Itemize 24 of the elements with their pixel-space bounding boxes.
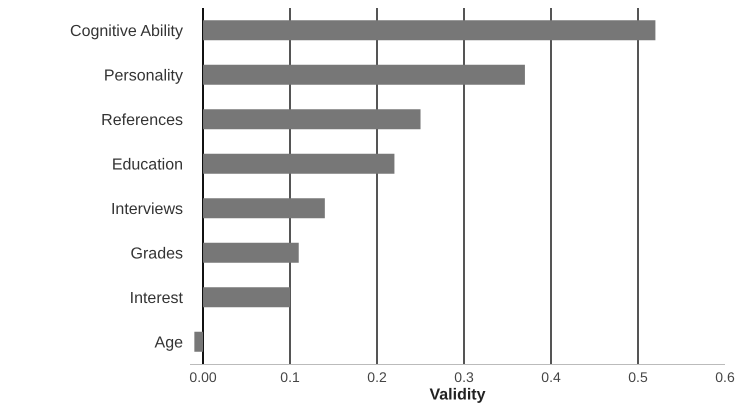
y-tick-label: Grades bbox=[130, 245, 183, 262]
y-tick-label: Education bbox=[112, 156, 183, 174]
x-tick-label: 0.2 bbox=[367, 368, 387, 385]
bar bbox=[203, 242, 299, 263]
y-tick-label: Interviews bbox=[110, 200, 183, 218]
bar bbox=[203, 64, 525, 85]
bar bbox=[194, 332, 204, 352]
y-tick-label: Interest bbox=[130, 290, 184, 307]
y-tick-label: References bbox=[101, 112, 183, 129]
y-tick-label: Personality bbox=[104, 67, 183, 84]
y-tick-label: Age bbox=[154, 334, 184, 352]
x-tick-label: 0.5 bbox=[628, 368, 648, 385]
x-tick-label: 0.00 bbox=[189, 368, 217, 385]
x-tick-label: 0.3 bbox=[454, 368, 474, 385]
bar bbox=[203, 20, 656, 40]
x-tick-label: 0.1 bbox=[280, 368, 300, 385]
x-tick-label: 0.6 bbox=[715, 368, 735, 385]
bar bbox=[203, 287, 290, 308]
bar bbox=[203, 198, 325, 218]
bar bbox=[203, 109, 421, 130]
y-tick-label: Cognitive Ability bbox=[70, 22, 183, 40]
x-axis-title: Validity bbox=[429, 386, 486, 404]
x-tick-label: 0.4 bbox=[541, 368, 561, 385]
bar bbox=[203, 154, 394, 174]
